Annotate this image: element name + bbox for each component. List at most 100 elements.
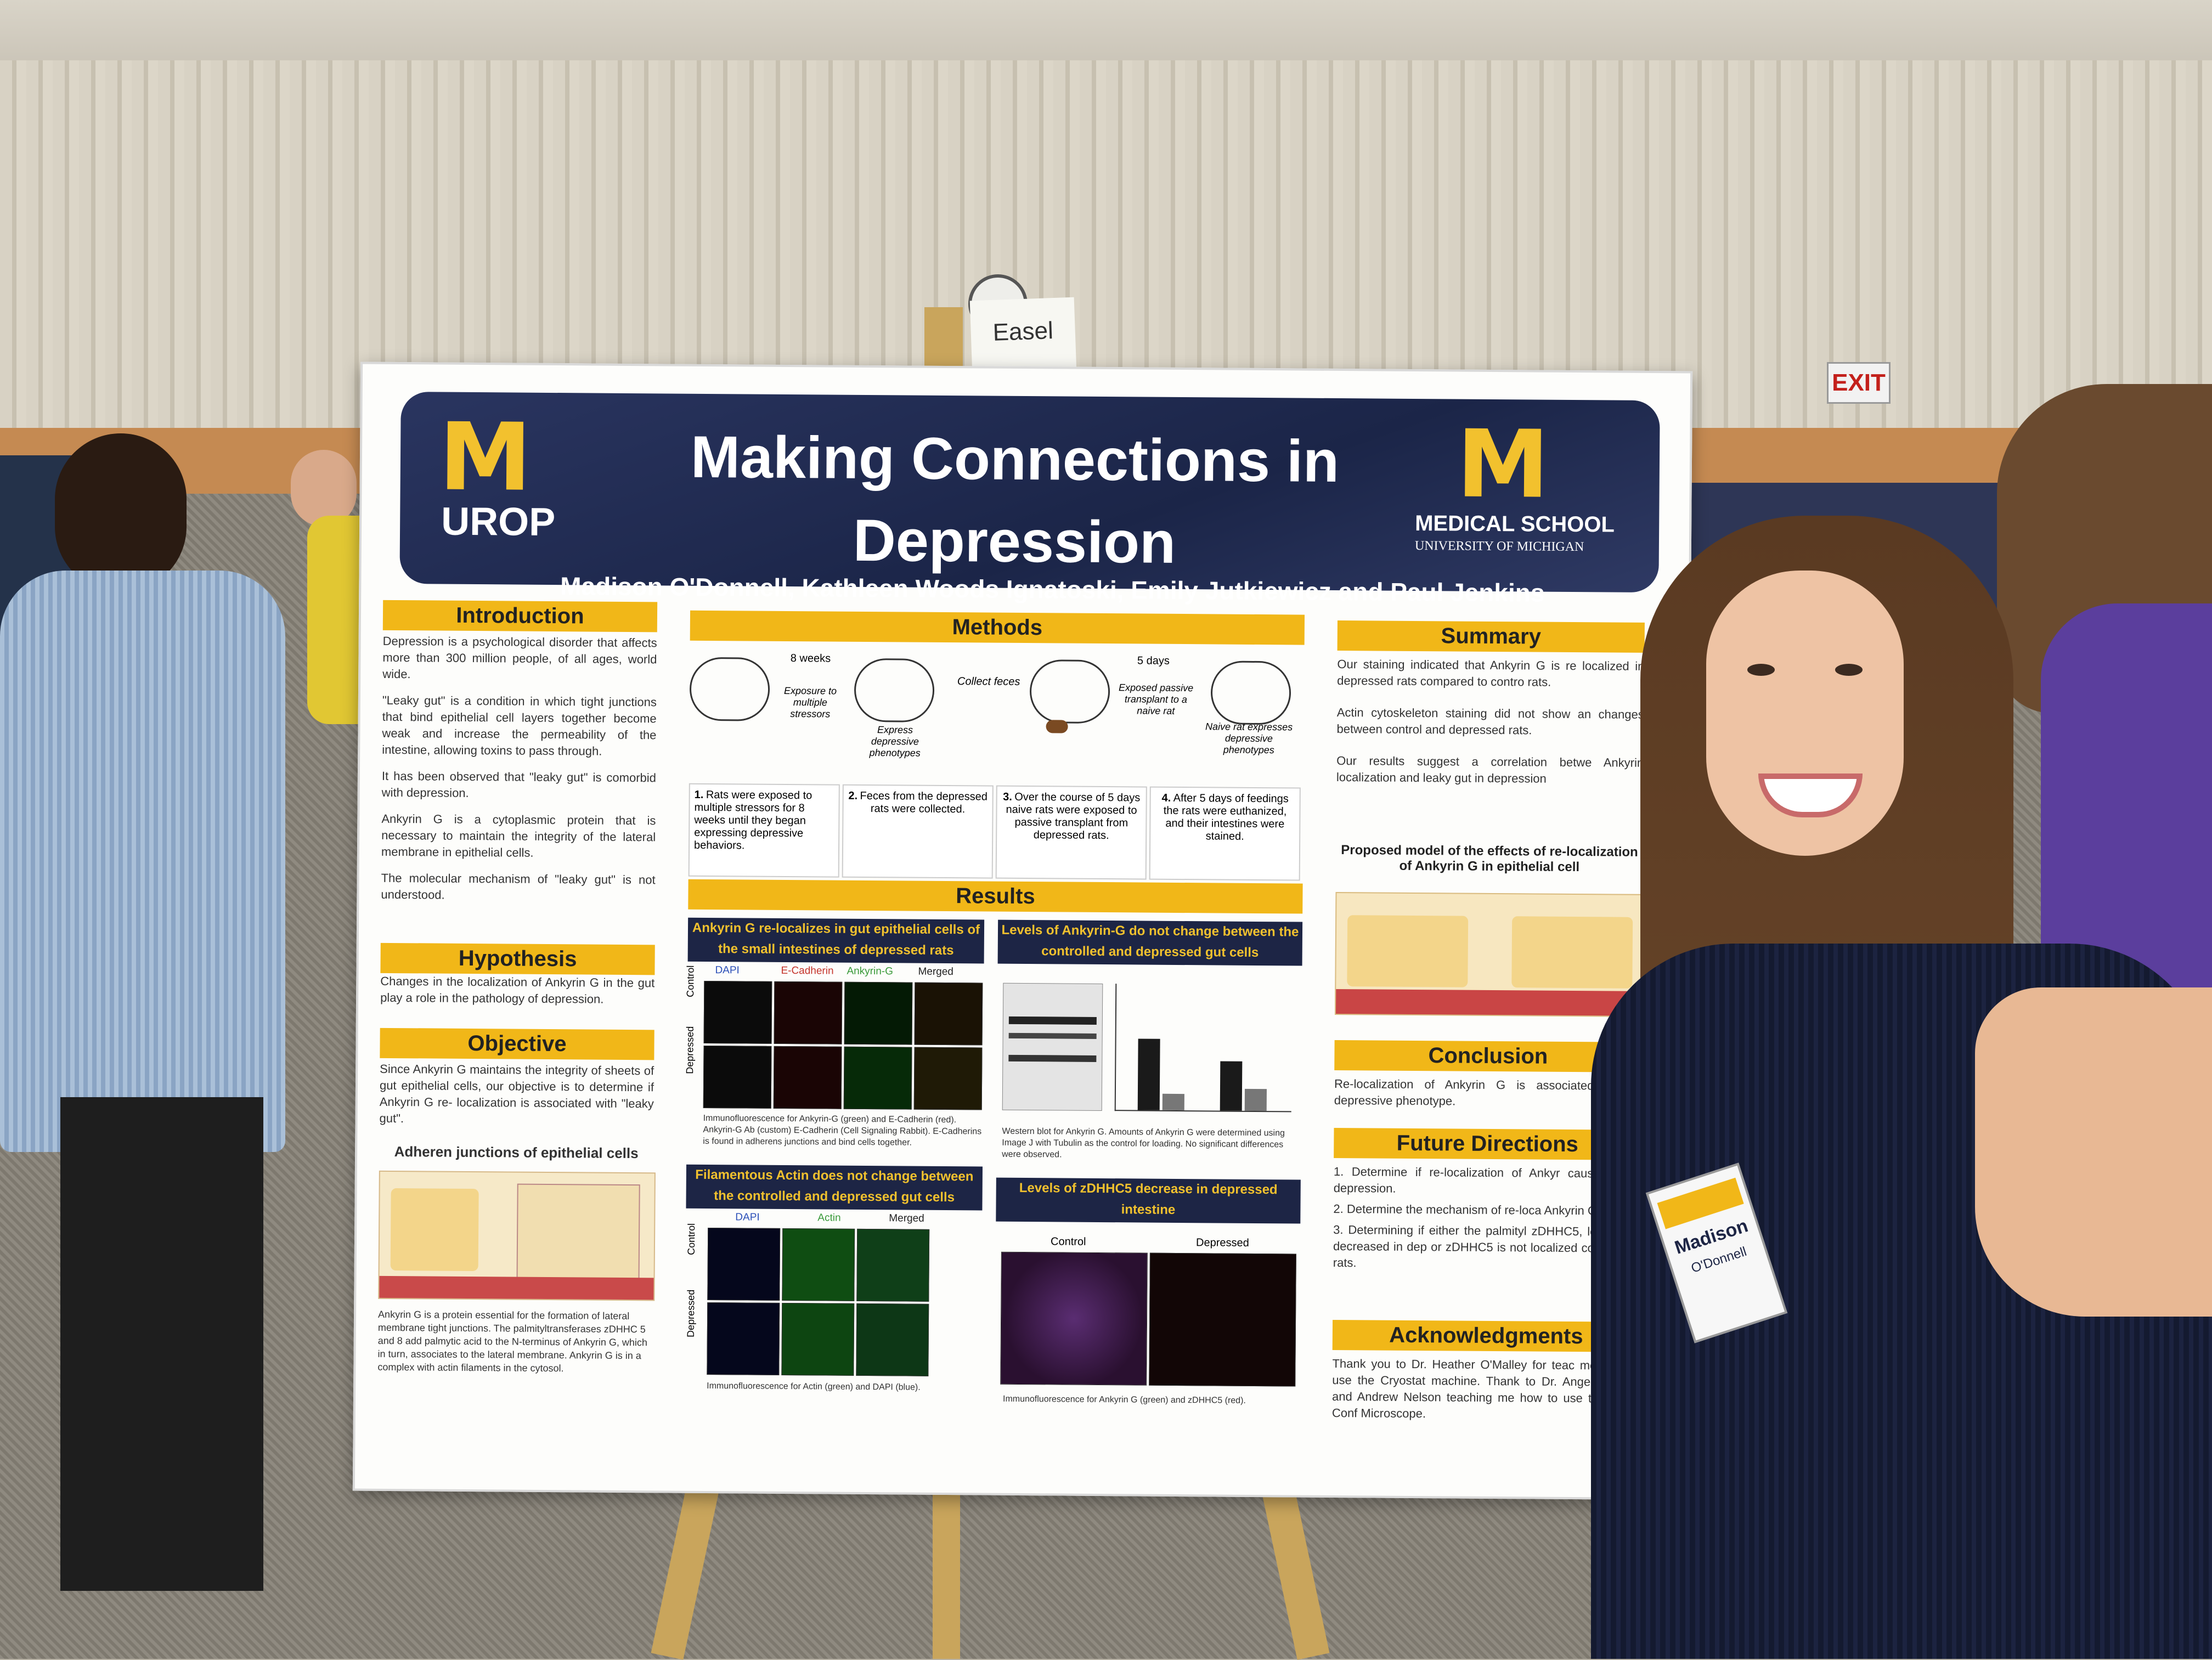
junction-zoom (516, 1183, 640, 1291)
easel-top (924, 307, 963, 373)
flow-label-below: Collect feces (957, 675, 1020, 688)
eye-right (1835, 664, 1863, 676)
poster-authors: Madison O'Donnell, Kathleen Woods Ignato… (560, 572, 1545, 607)
micrograph-actin-depressed (781, 1302, 855, 1376)
column-label: Merged (918, 965, 953, 978)
panel2-heading: Levels of Ankyrin-G do not change betwee… (997, 919, 1303, 966)
panel1-caption: Immunofluorescence for Ankyrin-G (green)… (703, 1113, 982, 1148)
column-label: Control (1050, 1235, 1086, 1248)
panel3-heading: Filamentous Actin does not change betwee… (686, 1164, 983, 1211)
micrograph-ankg-control (844, 981, 913, 1045)
flow-label-above: 8 weeks (790, 652, 831, 665)
man-left-shirt (0, 571, 285, 1152)
eye-left (1747, 664, 1775, 676)
row-label: Depressed (684, 1026, 696, 1074)
micrograph-ecad-control (774, 981, 843, 1044)
column-label: DAPI (715, 964, 740, 976)
cell-leaky (1511, 916, 1633, 989)
intro-paragraph: It has been observed that "leaky gut" is… (381, 769, 657, 800)
rat-icon (689, 657, 770, 721)
intro-paragraph: The molecular mechanism of "leaky gut" i… (381, 871, 656, 902)
panel3-caption: Immunofluorescence for Actin (green) and… (707, 1381, 921, 1392)
objective-text: Since Ankyrin G maintains the integrity … (379, 1062, 654, 1126)
methods-flow: 8 weeks Exposure to multiple stressors E… (689, 646, 1305, 771)
epithelial-cell (390, 1188, 479, 1272)
panel3-column-labels: DAPI Actin Merged (702, 1211, 982, 1228)
western-blot (1002, 983, 1103, 1111)
method-step: 4. After 5 days of feedings the rats wer… (1149, 786, 1301, 881)
summary-paragraph: Actin cytoskeleton staining did not show… (1336, 705, 1644, 737)
medical-school-label: MEDICAL SCHOOL (1415, 511, 1615, 537)
row-label: Control (685, 1223, 697, 1255)
step-number: 4. (1161, 792, 1171, 804)
poster-banner: M UROP Making Connections in Depression … (399, 392, 1660, 607)
blot-band (1008, 1054, 1097, 1062)
presenter-shoulder (1975, 987, 2212, 1317)
results-heading: Results (688, 879, 1303, 914)
smile (1758, 773, 1863, 817)
micrograph-zdhhc5-depressed (1149, 1252, 1296, 1387)
step-text: After 5 days of feedings the rats were e… (1163, 792, 1289, 843)
micrograph-dapi-control (707, 1228, 781, 1301)
umich-logo-right: M (1456, 410, 1550, 520)
panel4-heading: Levels of zDHHC5 decrease in depressed i… (996, 1177, 1301, 1224)
column-label: E-Cadherin (781, 964, 834, 977)
feces-icon (1046, 720, 1068, 733)
bar-control-tub (1162, 1093, 1184, 1111)
column-label: Depressed (1195, 1236, 1249, 1249)
step-number: 1. (694, 788, 704, 801)
adheren-diagram (378, 1170, 656, 1301)
blot-band (1008, 1016, 1097, 1025)
panel1-column-labels: DAPI E-Cadherin Ankyrin-G Merged (704, 964, 984, 981)
summary-paragraph: Our staining indicated that Ankyrin G is… (1337, 657, 1645, 689)
step-number: 2. (848, 789, 858, 802)
blood-vessel (1335, 989, 1644, 1016)
introduction-heading: Introduction (382, 600, 658, 633)
micrograph-dapi-control (703, 980, 772, 1044)
step-text: Over the course of 5 days naive rats wer… (1006, 791, 1141, 842)
summary-body: Our staining indicated that Ankyrin G is… (1336, 656, 1645, 788)
man-left-pants (60, 1097, 263, 1591)
micrograph-dapi-depressed (703, 1045, 772, 1109)
panel4-caption: Immunofluorescence for Ankyrin G (green)… (1002, 1394, 1246, 1405)
methods-heading: Methods (690, 610, 1305, 645)
bar-depressed-ankg (1220, 1061, 1243, 1111)
micrograph-merged-control (856, 1228, 930, 1302)
micrograph-ecad-depressed (773, 1046, 842, 1109)
flow-label-below: Exposure to multiple stressors (783, 685, 837, 720)
panel1-heading: Ankyrin G re-localizes in gut epithelial… (687, 917, 985, 964)
university-label: UNIVERSITY OF MICHIGAN (1414, 538, 1584, 555)
method-step: 2. Feces from the depressed rats were co… (842, 784, 994, 879)
introduction-body: Depression is a psychological disorder t… (381, 633, 657, 905)
row-label: Control (685, 965, 696, 997)
step-number: 3. (1003, 791, 1012, 803)
model-heading: Proposed model of the effects of re-loca… (1341, 843, 1638, 875)
proposed-model-diagram (1334, 891, 1645, 1017)
column-label: Actin (817, 1212, 841, 1224)
adheren-heading: Adheren junctions of epithelial cells (394, 1143, 639, 1162)
flow-label-below: Naive rat expresses depressive phenotype… (1205, 721, 1293, 756)
flow-label-below: Express depressive phenotypes (869, 724, 921, 759)
step-text: Feces from the depressed rats were colle… (860, 789, 988, 816)
membrane-band (379, 1275, 654, 1300)
bar-depressed-tub (1244, 1088, 1267, 1111)
flow-label-below: Exposed passive transplant to a naive ra… (1118, 682, 1194, 716)
hypothesis-text: Changes in the localization of Ankyrin G… (380, 974, 655, 1006)
easel-note: Easel (969, 297, 1077, 375)
method-step: 3. Over the course of 5 days naive rats … (995, 785, 1147, 880)
research-poster: M UROP Making Connections in Depression … (352, 362, 1693, 1500)
intro-paragraph: Ankyrin G is a cytoplasmic protein that … (381, 811, 656, 860)
column-label: Merged (889, 1212, 924, 1224)
rat-icon (854, 658, 935, 722)
blot-band (1008, 1032, 1097, 1039)
man-yellow-head (291, 450, 357, 527)
poster-title: Making Connections in Depression (690, 423, 1340, 575)
column-label: Ankyrin-G (847, 965, 894, 978)
micrograph-actin-control (782, 1228, 855, 1301)
micrograph-merged-control (914, 982, 983, 1046)
bar-chart (1114, 984, 1293, 1113)
panel4-column-labels: Control Depressed (1004, 1235, 1295, 1252)
row-label: Depressed (685, 1289, 697, 1337)
micrograph-merged-depressed (856, 1303, 929, 1376)
summary-paragraph: Our results suggest a correlation betwe … (1336, 753, 1644, 786)
